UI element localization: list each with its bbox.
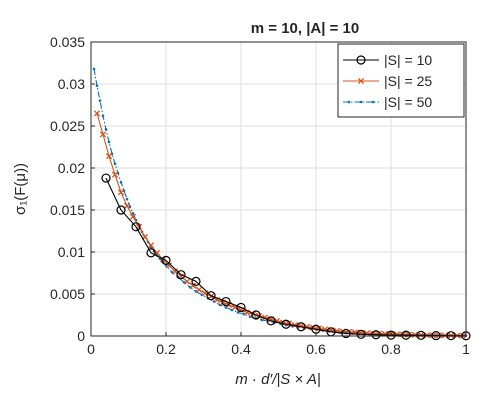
data-point xyxy=(129,213,137,220)
data-point xyxy=(98,99,102,103)
x-axis-label: m · d′/|S × A| xyxy=(235,371,321,388)
data-point xyxy=(221,296,231,307)
legend-marker xyxy=(359,100,363,104)
data-point xyxy=(117,189,125,196)
legend-marker xyxy=(347,100,351,104)
x-tick-label: 0.4 xyxy=(231,341,251,357)
series-line xyxy=(105,177,467,337)
x-tick-label: 0.2 xyxy=(156,341,176,357)
y-tick-label: 0.025 xyxy=(50,118,85,134)
legend-marker xyxy=(357,77,365,85)
data-point xyxy=(176,270,186,280)
data-point xyxy=(131,222,141,232)
data-point xyxy=(386,330,396,340)
data-point xyxy=(119,180,123,184)
legend-item: |S| = 25 xyxy=(343,73,432,89)
y-tick-label: 0.01 xyxy=(58,244,85,260)
data-point xyxy=(191,276,201,286)
legend: |S| = 10 |S| = 25 |S| = 50 xyxy=(337,43,465,118)
data-point xyxy=(195,286,203,293)
data-point xyxy=(251,310,261,320)
data-point xyxy=(281,319,291,329)
axis-ticks: 0 0.2 0.4 0.6 0.8 1 0 0.005 0.01 0.015 0.02 0.025 0.… xyxy=(50,34,470,357)
data-point xyxy=(146,248,156,258)
legend-marker xyxy=(356,55,366,65)
x-tick-label: 0.8 xyxy=(381,341,401,357)
data-point xyxy=(341,328,351,339)
legend-label: |S| = 25 xyxy=(384,73,432,89)
data-point xyxy=(401,330,411,340)
y-tick-label: 0.015 xyxy=(50,202,85,218)
legend-item: |S| = 50 xyxy=(343,94,432,110)
data-point xyxy=(206,291,216,301)
data-point xyxy=(147,242,155,249)
data-point xyxy=(416,330,426,340)
data-point xyxy=(101,114,105,118)
data-point xyxy=(371,330,381,340)
chart-title: m = 10, |A| = 10 xyxy=(251,20,359,37)
legend-label: |S| = 10 xyxy=(384,52,432,68)
data-point xyxy=(296,322,306,332)
data-point xyxy=(113,162,117,166)
x-tick-label: 1 xyxy=(462,341,470,357)
data-point xyxy=(125,197,129,201)
y-tick-label: 0.035 xyxy=(50,34,85,50)
data-point xyxy=(107,140,111,144)
y-tick-label: 0.02 xyxy=(58,160,85,176)
y-tick-label: 0.005 xyxy=(50,286,85,302)
data-point xyxy=(111,171,119,178)
data-point xyxy=(183,278,191,285)
data-point xyxy=(99,131,107,138)
data-point xyxy=(116,205,126,215)
y-axis-label: σ₁(F(μ)) xyxy=(12,163,29,215)
legend-label: |S| = 50 xyxy=(384,94,432,110)
data-point xyxy=(105,153,113,160)
data-point xyxy=(266,316,276,326)
legend-item: |S| = 10 xyxy=(343,52,432,68)
series-1 xyxy=(101,173,471,341)
data-point xyxy=(104,128,108,131)
data-point xyxy=(95,84,99,87)
data-point xyxy=(236,302,246,313)
y-tick-label: 0.03 xyxy=(58,76,85,92)
data-point xyxy=(189,282,197,289)
data-point xyxy=(92,67,96,71)
data-point xyxy=(161,255,171,265)
legend-marker xyxy=(371,100,375,104)
data-point xyxy=(297,322,305,329)
data-point xyxy=(123,202,131,209)
axes-box xyxy=(90,41,467,337)
data-point xyxy=(101,173,111,183)
y-tick-label: 0 xyxy=(77,328,85,344)
x-tick-label: 0.6 xyxy=(306,341,326,357)
data-point xyxy=(356,329,366,339)
data-point xyxy=(93,110,101,117)
data-point xyxy=(131,212,135,215)
x-tick-label: 0 xyxy=(87,341,95,357)
